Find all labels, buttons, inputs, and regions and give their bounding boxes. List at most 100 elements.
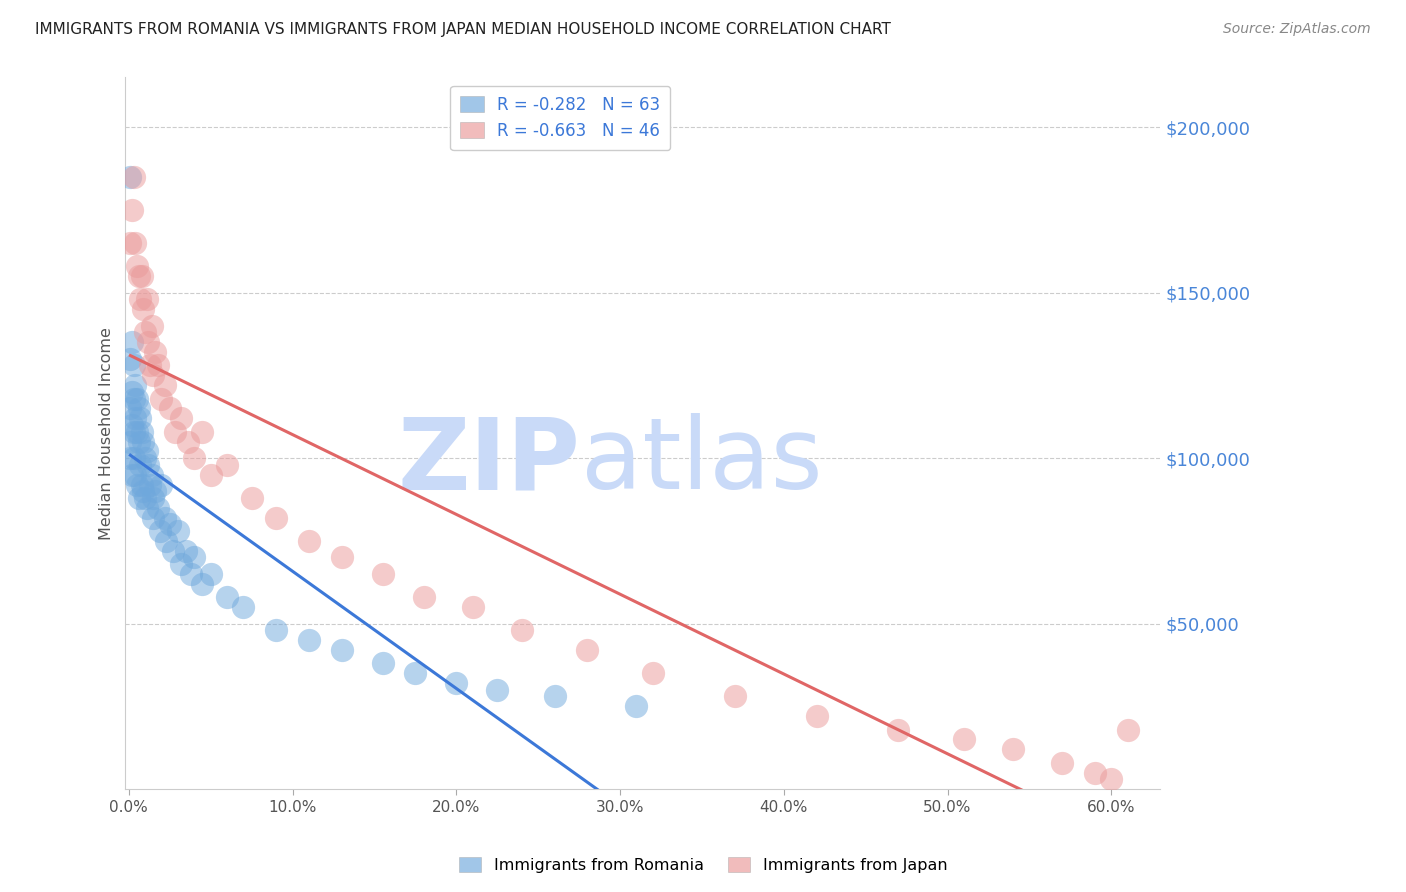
Point — [264, 510, 287, 524]
Point — [125, 425, 148, 439]
Point — [128, 268, 150, 283]
Point — [330, 643, 353, 657]
Point — [142, 510, 165, 524]
Point — [626, 699, 648, 714]
Point — [134, 491, 156, 505]
Point — [141, 318, 163, 333]
Point — [183, 550, 205, 565]
Point — [215, 458, 238, 472]
Point — [298, 633, 321, 648]
Point — [139, 359, 162, 373]
Point — [124, 467, 146, 482]
Point — [167, 524, 190, 538]
Point — [138, 458, 160, 472]
Point — [1084, 765, 1107, 780]
Point — [446, 676, 468, 690]
Point — [120, 401, 142, 416]
Point — [121, 335, 143, 350]
Point — [121, 417, 143, 432]
Point — [121, 467, 143, 482]
Point — [143, 345, 166, 359]
Point — [132, 484, 155, 499]
Point — [134, 326, 156, 340]
Point — [461, 600, 484, 615]
Point — [120, 235, 142, 250]
Point — [412, 590, 434, 604]
Point — [135, 444, 157, 458]
Point — [641, 666, 664, 681]
Point — [131, 425, 153, 439]
Point — [139, 477, 162, 491]
Point — [806, 709, 828, 723]
Point — [135, 292, 157, 306]
Point — [576, 643, 599, 657]
Point — [143, 484, 166, 499]
Point — [232, 600, 254, 615]
Point — [1050, 756, 1073, 770]
Point — [128, 434, 150, 449]
Point — [155, 533, 177, 548]
Point — [170, 411, 193, 425]
Point — [953, 732, 976, 747]
Point — [141, 467, 163, 482]
Point — [120, 169, 142, 184]
Point — [240, 491, 263, 505]
Point — [132, 302, 155, 317]
Point — [183, 451, 205, 466]
Point — [170, 557, 193, 571]
Point — [120, 351, 142, 366]
Legend: R = -0.282   N = 63, R = -0.663   N = 46: R = -0.282 N = 63, R = -0.663 N = 46 — [450, 86, 671, 150]
Point — [330, 550, 353, 565]
Point — [1116, 723, 1139, 737]
Point — [125, 259, 148, 273]
Point — [122, 451, 145, 466]
Point — [142, 368, 165, 383]
Point — [124, 378, 146, 392]
Text: atlas: atlas — [581, 413, 823, 510]
Point — [124, 411, 146, 425]
Point — [121, 202, 143, 217]
Point — [371, 566, 394, 581]
Point — [128, 491, 150, 505]
Point — [120, 451, 142, 466]
Point — [125, 477, 148, 491]
Point — [122, 359, 145, 373]
Point — [163, 425, 186, 439]
Point — [150, 392, 173, 406]
Point — [131, 268, 153, 283]
Point — [371, 657, 394, 671]
Point — [191, 577, 214, 591]
Point — [120, 434, 142, 449]
Point — [180, 566, 202, 581]
Text: ZIP: ZIP — [398, 413, 581, 510]
Point — [128, 401, 150, 416]
Point — [264, 624, 287, 638]
Point — [159, 517, 181, 532]
Point — [1099, 772, 1122, 787]
Point — [404, 666, 426, 681]
Point — [135, 500, 157, 515]
Point — [153, 378, 176, 392]
Point — [122, 169, 145, 184]
Point — [298, 533, 321, 548]
Point — [215, 590, 238, 604]
Point — [131, 477, 153, 491]
Point — [121, 384, 143, 399]
Point — [134, 451, 156, 466]
Point — [191, 425, 214, 439]
Point — [129, 411, 152, 425]
Text: Source: ZipAtlas.com: Source: ZipAtlas.com — [1223, 22, 1371, 37]
Legend: Immigrants from Romania, Immigrants from Japan: Immigrants from Romania, Immigrants from… — [453, 851, 953, 880]
Point — [174, 543, 197, 558]
Point — [129, 292, 152, 306]
Point — [200, 467, 222, 482]
Point — [162, 543, 184, 558]
Point — [510, 624, 533, 638]
Point — [200, 566, 222, 581]
Point — [887, 723, 910, 737]
Point — [142, 491, 165, 505]
Point — [1002, 742, 1025, 756]
Point — [149, 524, 172, 538]
Text: IMMIGRANTS FROM ROMANIA VS IMMIGRANTS FROM JAPAN MEDIAN HOUSEHOLD INCOME CORRELA: IMMIGRANTS FROM ROMANIA VS IMMIGRANTS FR… — [35, 22, 891, 37]
Point — [148, 359, 170, 373]
